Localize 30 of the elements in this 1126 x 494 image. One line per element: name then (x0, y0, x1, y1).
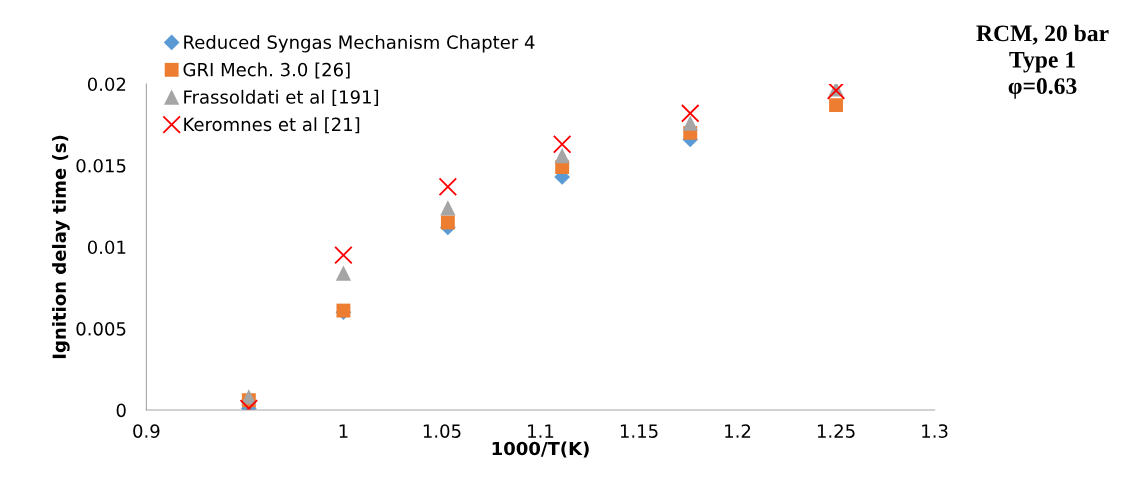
point (334, 245, 353, 265)
legend-label: Keromnes et al [21] (184, 117, 360, 134)
x-tick-label: 1 (339, 424, 348, 438)
x-tick-label: 0.9 (133, 424, 160, 438)
point (552, 135, 572, 154)
legend-label: Reduced Syngas Mechanism Chapter 4 (184, 35, 535, 53)
y-tick-label: 0.015 (76, 158, 126, 173)
x-tick-label: 1.25 (817, 424, 855, 438)
point (680, 104, 700, 123)
x-tick-label: 1.1 (528, 424, 554, 438)
point (440, 215, 455, 230)
legend-label: GRI Mech. 3.0 [26] (183, 62, 350, 79)
x-tick-label: 1.15 (620, 424, 658, 438)
y-tick-label: 0 (116, 403, 126, 418)
y-tick-label: 0.01 (87, 240, 126, 255)
point (438, 177, 458, 196)
point (682, 115, 698, 131)
y-tick-label: 0.005 (76, 321, 126, 336)
point (829, 98, 843, 113)
point (335, 265, 352, 281)
legend-label: Frassoldati et al [191] (184, 89, 379, 106)
x-tick-label: 1.3 (922, 424, 948, 438)
text: RCM, 20 bar Type 1 φ=0.63 (976, 24, 1109, 99)
x-tick-label: 1.05 (423, 424, 461, 438)
x-axis-title: 1000/T(K) (492, 441, 589, 458)
y-axis-title: Ignition delay time (s) (52, 135, 70, 359)
point (554, 148, 570, 164)
y-tick-label: 0.02 (87, 77, 126, 92)
x-tick-label: 1.2 (725, 424, 751, 438)
point (440, 200, 456, 216)
